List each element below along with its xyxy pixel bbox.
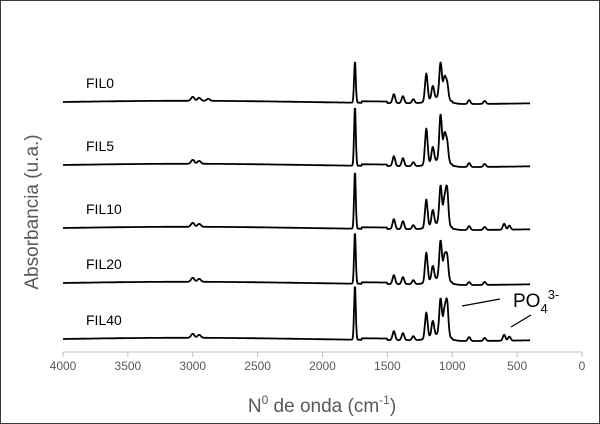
x-tick-label: 4000 — [50, 359, 77, 373]
series-label-fil0: FIL0 — [86, 75, 114, 91]
x-tick-label: 2500 — [244, 359, 271, 373]
x-tick-label: 3500 — [115, 359, 142, 373]
x-tick-label: 500 — [507, 359, 527, 373]
annotation-leader-1 — [461, 298, 501, 307]
series-label-fil5: FIL5 — [86, 138, 114, 154]
x-axis-title: N0 de onda (cm-1) — [248, 393, 396, 417]
x-tick-label: 1000 — [439, 359, 466, 373]
x-tick-label: 1500 — [374, 359, 401, 373]
annotation-leader-2 — [510, 314, 532, 328]
series-label-fil20: FIL20 — [86, 256, 122, 272]
spectrum-line-fil0 — [62, 61, 531, 105]
spectrum-line-fil10 — [62, 172, 531, 231]
x-tick-label: 3000 — [179, 359, 206, 373]
spectrum-line-fil40 — [62, 286, 531, 342]
spectrum-line-fil5 — [62, 107, 531, 168]
spectra-lines — [62, 61, 531, 342]
annotation-po4: PO43- — [513, 287, 559, 316]
series-label-fil40: FIL40 — [86, 312, 122, 328]
y-axis-title: Absorbancia (u.a.) — [22, 134, 43, 289]
x-axis-ticks: 4000 3500 3000 2500 2000 1500 1000 500 0 — [50, 352, 586, 373]
x-tick-label: 0 — [579, 359, 586, 373]
spectrum-line-fil20 — [62, 233, 531, 286]
x-tick-label: 2000 — [309, 359, 336, 373]
series-label-fil10: FIL10 — [86, 201, 122, 217]
series-labels: FIL0 FIL5 FIL10 FIL20 FIL40 — [86, 75, 122, 328]
